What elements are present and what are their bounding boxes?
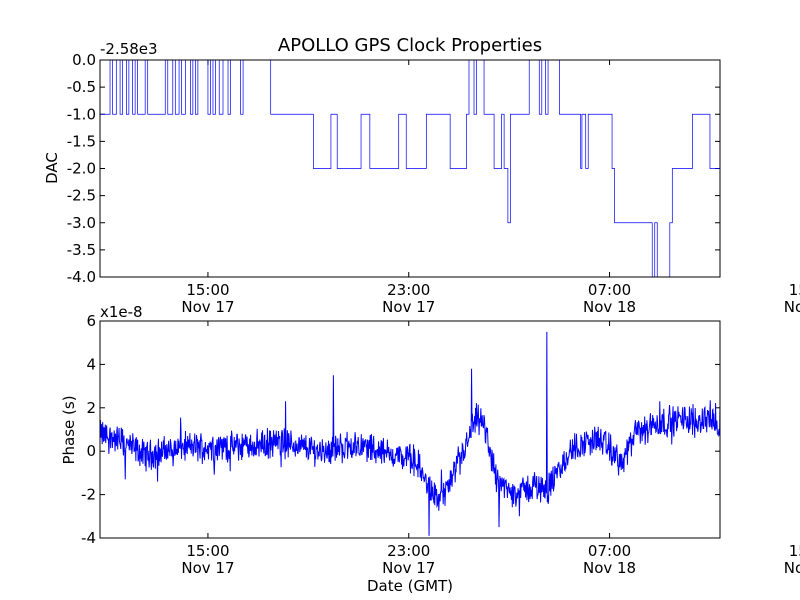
dac-y-tick-label: -3.5 — [67, 241, 96, 259]
dac-y-tick-label: -1.5 — [67, 132, 96, 150]
dac-y-tick-label: -1.0 — [67, 105, 96, 123]
phase-axes-frame — [99, 320, 721, 539]
dac-plot-area — [100, 60, 720, 277]
phase-series-line — [100, 331, 720, 536]
phase-y-axis-label: Phase (s) — [60, 395, 78, 464]
phase-x-tick-date: Nov 17 — [382, 559, 435, 577]
dac-y-tick-label: -0.5 — [67, 78, 96, 96]
dac-y-tick-label: -4.0 — [67, 268, 96, 286]
phase-plot-area — [100, 331, 720, 536]
dac-x-tick-date: Nov 18 — [583, 298, 636, 316]
phase-y-tick-label: -2 — [81, 486, 96, 504]
dac-x-tick-date: Nov 17 — [382, 298, 435, 316]
phase-y-tick-label: -4 — [81, 529, 96, 547]
dac-y-tick-label: -3.0 — [67, 214, 96, 232]
dac-x-tick-time: 07:00 — [588, 281, 631, 299]
dac-y-tick-label: -2.5 — [67, 187, 96, 205]
phase-x-axis-label: Date (GMT) — [367, 577, 453, 595]
dac-x-tick-date: Nov 18 — [784, 298, 800, 316]
phase-y-tick-label: 6 — [86, 312, 96, 330]
phase-x-tick-time: 15:00 — [789, 542, 800, 560]
phase-x-tick-time: 07:00 — [588, 542, 631, 560]
phase-y-tick-label: 2 — [86, 399, 96, 417]
phase-x-tick-time: 15:00 — [186, 542, 229, 560]
phase-x-tick-date: Nov 18 — [784, 559, 800, 577]
dac-y-tick-label: -2.0 — [67, 160, 96, 178]
dac-x-tick-time: 15:00 — [789, 281, 800, 299]
dac-axes-frame — [99, 59, 721, 278]
dac-y-axis-label: DAC — [43, 152, 61, 184]
dac-offset-text: -2.58e3 — [100, 40, 158, 58]
dac-x-tick-date: Nov 17 — [181, 298, 234, 316]
phase-x-tick-time: 23:00 — [387, 542, 430, 560]
phase-x-tick-date: Nov 18 — [583, 559, 636, 577]
dac-y-tick-label: 0.0 — [72, 51, 96, 69]
dac-x-tick-time: 15:00 — [186, 281, 229, 299]
phase-y-tick-label: 4 — [86, 355, 96, 373]
phase-offset-text: x1e-8 — [100, 303, 143, 321]
phase-x-tick-date: Nov 17 — [181, 559, 234, 577]
dac-series-line — [100, 60, 720, 277]
chart-title: APOLLO GPS Clock Properties — [278, 35, 542, 56]
dac-x-tick-time: 23:00 — [387, 281, 430, 299]
dac-chart: APOLLO GPS Clock Properties -2.58e3 DAC … — [43, 35, 800, 316]
phase-y-tick-label: 0 — [86, 442, 96, 460]
